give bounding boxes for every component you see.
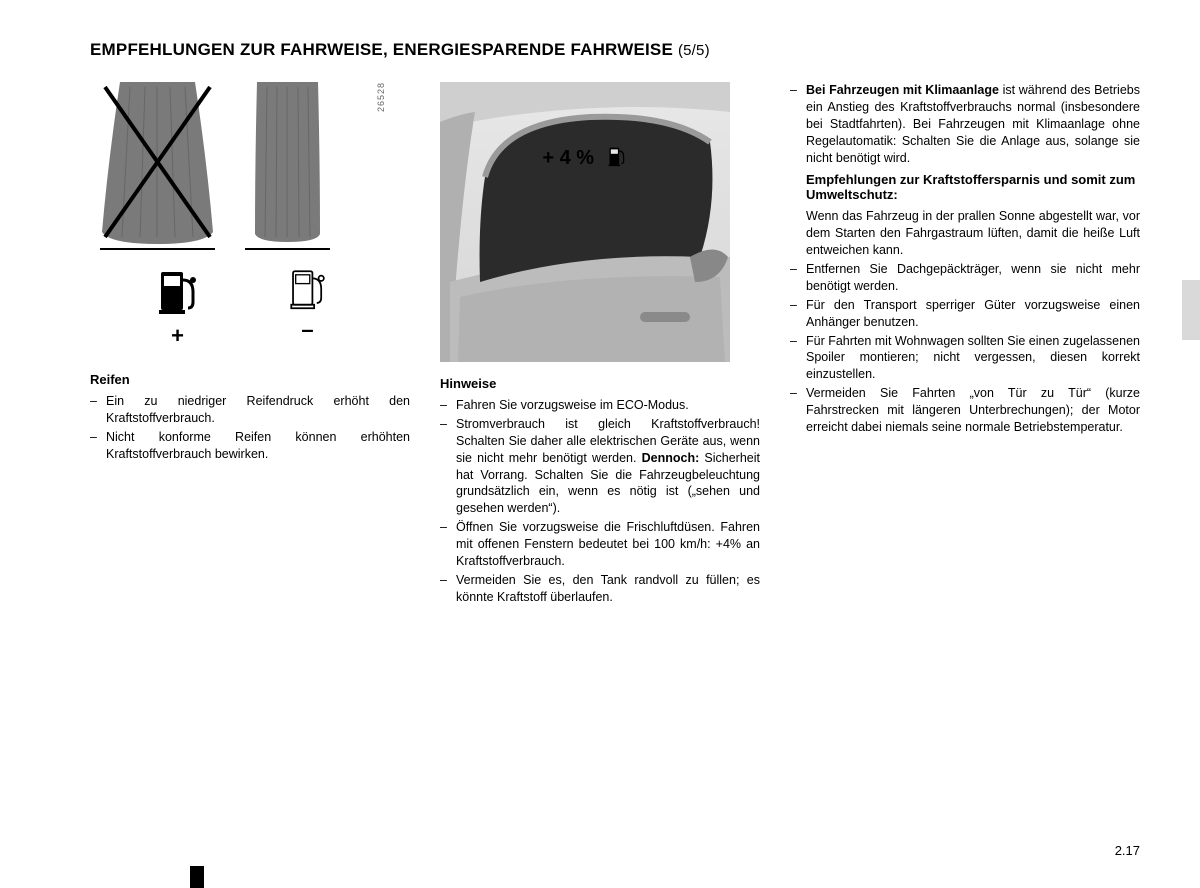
list-text: Öffnen Sie vorzugsweise die Frischluftdü… [456, 520, 760, 568]
col3-top-list: Bei Fahrzeugen mit Klimaanlage ist währe… [790, 82, 1140, 166]
list-item: Ein zu niedriger Reifendruck erhöht den … [90, 393, 410, 427]
list-item: Für Fahrten mit Wohnwagen sollten Sie ei… [790, 333, 1140, 384]
fuel-pump-filled-cell: + [120, 266, 235, 349]
column-1: 26528 [90, 82, 410, 608]
tire-normal [245, 82, 330, 250]
list-item: Bei Fahrzeugen mit Klimaanlage ist währe… [790, 82, 1140, 166]
list-item: Öffnen Sie vorzugsweise die Frischluftdü… [440, 519, 760, 570]
page-title: EMPFEHLUNGEN ZUR FAHRWEISE, ENERGIESPARE… [90, 40, 1140, 60]
fuel-pump-outline-cell: – [265, 266, 350, 349]
list-bold: Bei Fahrzeugen mit Klimaanlage [806, 83, 999, 97]
overlay-text: + 4 % [542, 147, 594, 169]
manual-page: EMPFEHLUNGEN ZUR FAHRWEISE, ENERGIESPARE… [0, 0, 1200, 888]
figure-car-window: 31077 [440, 82, 730, 362]
column-2: 31077 [440, 82, 760, 608]
tire-normal-icon [245, 82, 330, 247]
tire-underinflated [100, 82, 215, 250]
list-bold: Dennoch: [642, 451, 700, 465]
list-item: Stromverbrauch ist gleich Kraftstoffverb… [440, 416, 760, 517]
minus-sign: – [265, 317, 350, 343]
title-page-indicator: (5/5) [678, 42, 710, 59]
car-window-icon [440, 82, 730, 362]
figure-tires: 26528 [90, 82, 380, 362]
list-item: Vermeiden Sie Fahrten „von Tür zu Tür“ (… [790, 385, 1140, 436]
list-text: Fahren Sie vorzugsweise im ECO-Modus. [456, 398, 689, 412]
col1-list: Ein zu niedriger Reifendruck erhöht den … [90, 393, 410, 463]
title-main: EMPFEHLUNGEN ZUR FAHRWEISE, ENERGIESPARE… [90, 40, 673, 59]
col3-subheading: Empfehlungen zur Kraftstoffersparnis und… [790, 172, 1140, 202]
section-tab [1182, 280, 1200, 340]
fuel-pump-outline-icon [286, 266, 330, 310]
column-3: Bei Fahrzeugen mit Klimaanlage ist währe… [790, 82, 1140, 608]
print-mark [190, 866, 204, 888]
col2-heading: Hinweise [440, 376, 760, 391]
list-item: Für den Transport sperriger Güter vorzug… [790, 297, 1140, 331]
figure-id-label: 26528 [376, 82, 386, 112]
fuel-pump-small-icon [606, 144, 628, 174]
list-item: Vermeiden Sie es, den Tank randvoll zu f… [440, 572, 760, 606]
fuel-pump-filled-icon [153, 266, 203, 316]
list-item: Entfernen Sie Dachgepäckträger, wenn sie… [790, 261, 1140, 295]
col3-subtext: Wenn das Fahrzeug in der prallen Sonne a… [790, 208, 1140, 259]
col2-list: Fahren Sie vorzugsweise im ECO-Modus. St… [440, 397, 760, 606]
figure-overlay: + 4 % [440, 144, 730, 174]
tire-pair [90, 82, 380, 250]
col1-heading: Reifen [90, 372, 410, 387]
fuel-pump-row: + – [90, 266, 380, 349]
col3-list: Entfernen Sie Dachgepäckträger, wenn sie… [790, 261, 1140, 436]
list-text: Vermeiden Sie es, den Tank randvoll zu f… [456, 573, 760, 604]
page-number: 2.17 [1115, 843, 1140, 858]
plus-sign: + [120, 323, 235, 349]
list-item: Fahren Sie vorzugsweise im ECO-Modus. [440, 397, 760, 414]
content-columns: 26528 [90, 82, 1140, 608]
list-item: Nicht konforme Reifen können erhöhten Kr… [90, 429, 410, 463]
cross-out-icon [100, 82, 215, 242]
